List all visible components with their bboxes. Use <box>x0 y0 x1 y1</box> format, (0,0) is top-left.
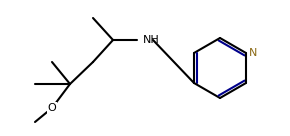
Text: O: O <box>48 103 56 113</box>
Text: N: N <box>249 48 257 58</box>
Text: NH: NH <box>143 35 160 45</box>
